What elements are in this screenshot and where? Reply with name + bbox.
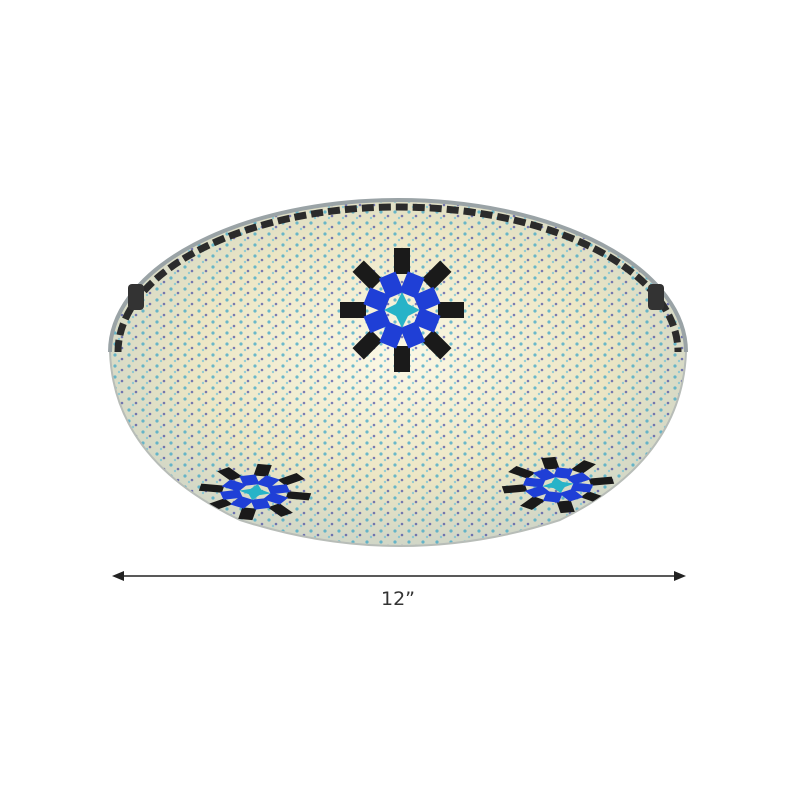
dimension-label: 12” [380, 588, 416, 610]
clip-left-icon [128, 284, 144, 310]
dimension-arrow [112, 571, 686, 581]
clip-right-icon [648, 284, 664, 310]
mosaic-star-center [340, 248, 464, 372]
